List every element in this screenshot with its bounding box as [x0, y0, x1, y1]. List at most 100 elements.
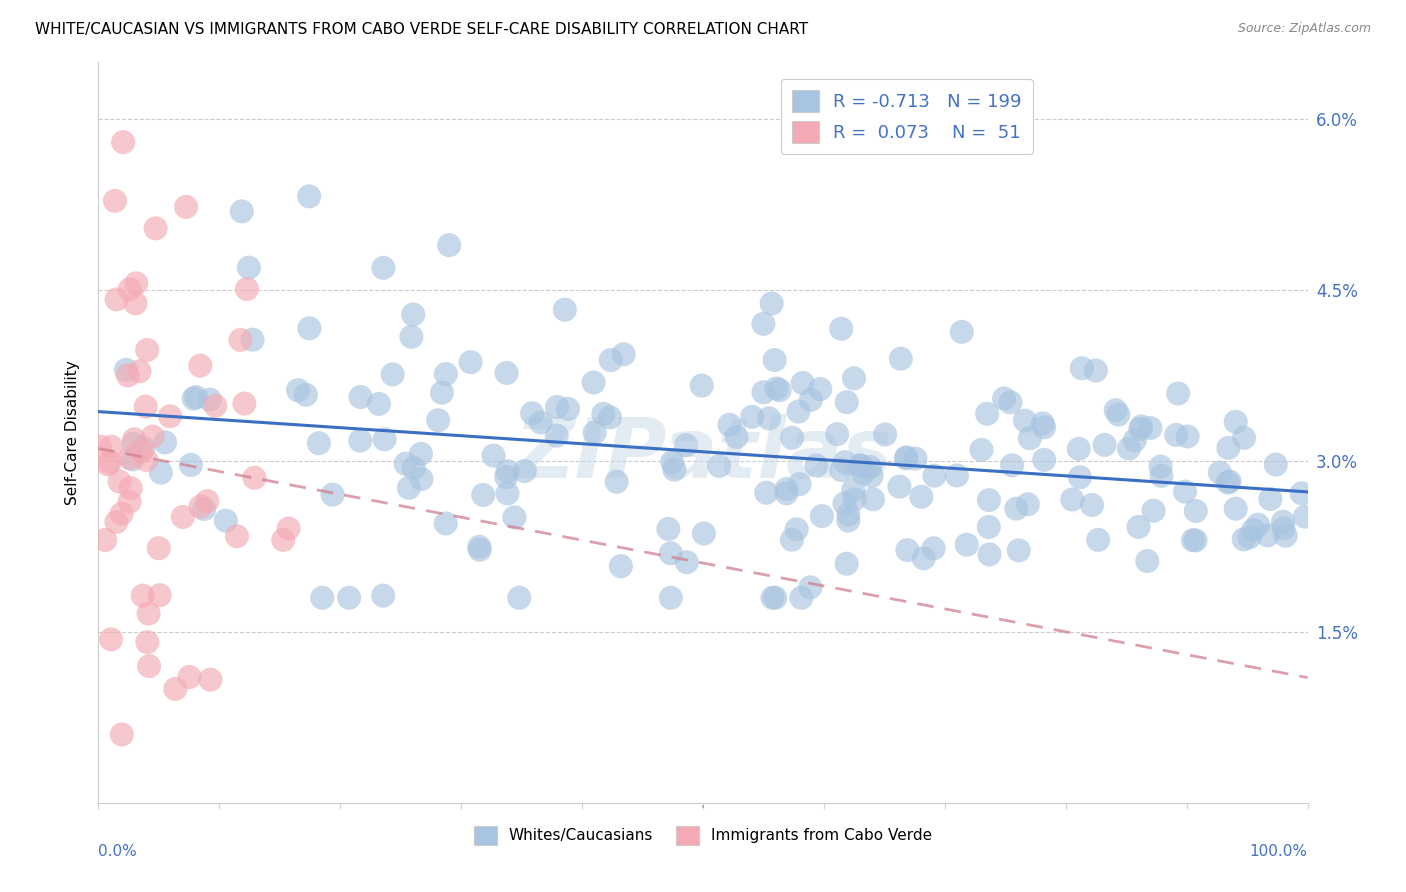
Point — [851, 459, 873, 474]
Point — [520, 406, 543, 420]
Point — [1257, 528, 1279, 542]
Point — [894, 451, 917, 466]
Point — [790, 591, 813, 605]
Point — [111, 507, 134, 521]
Point — [1264, 458, 1286, 472]
Point — [661, 455, 683, 469]
Point — [437, 238, 460, 252]
Point — [349, 434, 371, 448]
Point — [243, 471, 266, 485]
Point — [763, 353, 786, 368]
Point — [135, 400, 157, 414]
Point — [610, 559, 633, 574]
Point — [1033, 420, 1056, 434]
Point — [129, 444, 152, 458]
Point — [122, 437, 145, 451]
Point — [675, 438, 697, 452]
Point — [322, 487, 344, 501]
Point — [111, 727, 134, 741]
Point — [496, 486, 519, 500]
Point — [229, 333, 252, 347]
Point — [1014, 414, 1036, 428]
Point — [124, 296, 146, 310]
Point — [922, 541, 945, 556]
Text: WHITE/CAUCASIAN VS IMMIGRANTS FROM CABO VERDE SELF-CARE DISABILITY CORRELATION C: WHITE/CAUCASIAN VS IMMIGRANTS FROM CABO … — [35, 22, 808, 37]
Point — [693, 526, 716, 541]
Point — [763, 591, 786, 605]
Point — [238, 260, 260, 275]
Point — [172, 510, 194, 524]
Point — [434, 367, 457, 381]
Point — [395, 457, 418, 471]
Point — [1105, 403, 1128, 417]
Point — [761, 296, 783, 310]
Point — [1069, 470, 1091, 484]
Point — [1005, 501, 1028, 516]
Point — [1225, 501, 1247, 516]
Point — [145, 221, 167, 235]
Point — [1274, 529, 1296, 543]
Point — [1209, 466, 1232, 480]
Point — [707, 458, 730, 473]
Point — [132, 441, 155, 455]
Point — [1233, 431, 1256, 445]
Point — [1181, 533, 1204, 548]
Point — [401, 330, 423, 344]
Point — [468, 540, 491, 554]
Point — [215, 514, 238, 528]
Point — [468, 542, 491, 557]
Point — [890, 351, 912, 366]
Point — [495, 470, 517, 484]
Point — [231, 204, 253, 219]
Point — [946, 468, 969, 483]
Point — [125, 277, 148, 291]
Point — [1094, 438, 1116, 452]
Text: ZIPatlas: ZIPatlas — [515, 414, 891, 495]
Point — [599, 410, 621, 425]
Point — [1150, 468, 1173, 483]
Point — [236, 282, 259, 296]
Point — [105, 515, 128, 529]
Point — [852, 466, 875, 480]
Point — [373, 260, 395, 275]
Text: Source: ZipAtlas.com: Source: ZipAtlas.com — [1237, 22, 1371, 36]
Point — [434, 516, 457, 531]
Point — [786, 522, 808, 536]
Point — [94, 533, 117, 547]
Point — [834, 496, 856, 510]
Point — [789, 477, 811, 491]
Point — [792, 376, 814, 390]
Point — [557, 401, 579, 416]
Point — [977, 493, 1000, 508]
Point — [657, 522, 679, 536]
Point — [811, 509, 834, 524]
Point — [337, 591, 360, 605]
Point — [174, 200, 197, 214]
Point — [1033, 453, 1056, 467]
Point — [204, 399, 226, 413]
Point — [188, 359, 211, 373]
Point — [780, 431, 803, 445]
Point — [180, 458, 202, 472]
Point — [1118, 442, 1140, 456]
Point — [193, 502, 215, 516]
Point — [198, 392, 221, 407]
Point — [889, 480, 911, 494]
Point — [725, 430, 748, 444]
Point — [659, 591, 682, 605]
Point — [1128, 520, 1150, 534]
Point — [1260, 491, 1282, 506]
Point — [495, 366, 517, 380]
Point — [402, 308, 425, 322]
Point — [835, 395, 858, 409]
Point — [149, 588, 172, 602]
Point — [1000, 395, 1022, 409]
Point — [659, 546, 682, 560]
Point — [112, 135, 135, 149]
Point — [142, 429, 165, 443]
Point — [837, 514, 859, 528]
Point — [761, 591, 783, 605]
Point — [1241, 523, 1264, 537]
Point — [153, 435, 176, 450]
Point — [606, 475, 628, 489]
